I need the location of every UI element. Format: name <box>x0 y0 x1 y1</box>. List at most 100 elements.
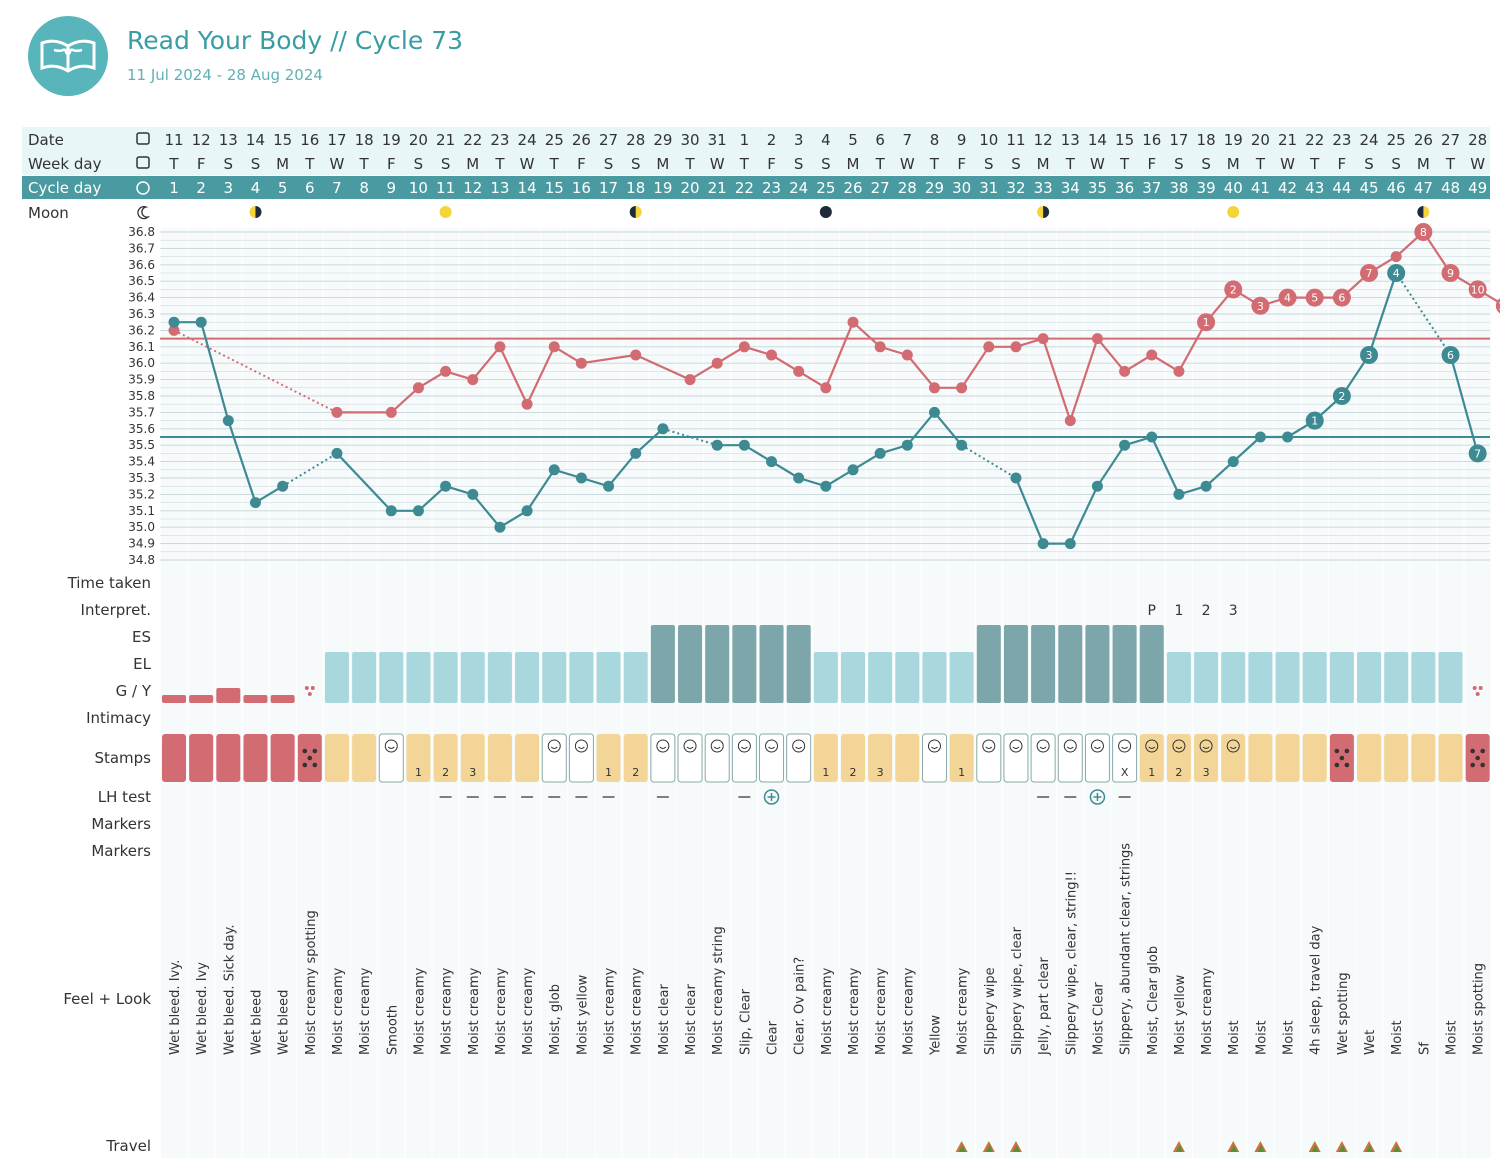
pink-point <box>440 365 452 377</box>
feel-look-note: Wet bleed <box>249 990 264 1055</box>
teal-point <box>1441 346 1460 364</box>
teal-point <box>222 415 234 427</box>
el-bar <box>813 652 838 703</box>
pink-series-line <box>852 321 881 348</box>
cycle-day-cell: 21 <box>708 179 727 197</box>
weekday-cell: S <box>1011 155 1021 173</box>
feel-look-note: Moist creamy <box>521 967 536 1055</box>
cycle-day-cell: 14 <box>518 179 537 197</box>
feel-look-note: Moist creamy <box>440 967 455 1055</box>
y-tick-label: 35.8 <box>128 389 155 403</box>
teal-series-line <box>607 452 637 487</box>
teal-point <box>1227 456 1239 468</box>
cycle-day-cell: 1 <box>169 179 179 197</box>
stamp <box>786 733 812 783</box>
stamp <box>541 733 567 783</box>
pink-series-line <box>635 353 691 381</box>
teal-point <box>385 505 397 517</box>
teal-point <box>168 316 180 328</box>
cycle-day-cell: 32 <box>1006 179 1025 197</box>
cycle-day-cell: 4 <box>251 179 261 197</box>
weekday-cell: W <box>900 155 915 173</box>
feel-look-note: Moist <box>1254 1020 1269 1055</box>
pink-series-line <box>390 386 420 414</box>
stamp-label: 1 <box>605 766 612 779</box>
app-logo-icon <box>28 16 108 96</box>
el-bar <box>487 652 512 703</box>
stamp <box>1057 733 1083 783</box>
cycle-day-cell: 3 <box>224 179 234 197</box>
weekday-cell: S <box>794 155 804 173</box>
moon-last-quarter-icon <box>629 206 642 218</box>
y-tick-label: 36.6 <box>128 258 155 272</box>
weekday-cell: S <box>224 155 234 173</box>
teal-series-line <box>282 452 338 488</box>
feel-look-note: Moist clear <box>657 983 672 1055</box>
date-cell: 19 <box>382 131 401 149</box>
es-bar <box>1112 625 1137 703</box>
weekday-cell: F <box>387 155 396 173</box>
weekday-cell: M <box>1227 155 1240 173</box>
stamp <box>1411 734 1436 782</box>
stamp <box>270 734 295 782</box>
y-tick-label: 36.0 <box>128 356 155 370</box>
teal-point <box>575 472 587 484</box>
weekday-cell: S <box>984 155 994 173</box>
moon-new-icon <box>819 206 832 218</box>
stamp-label: 3 <box>877 766 884 779</box>
weekday-cell: T <box>929 155 940 173</box>
y-tick-label: 35.7 <box>128 405 155 419</box>
feel-look-note: Slippery, abundant clear, strings <box>1119 843 1134 1055</box>
teal-point <box>901 439 913 451</box>
feel-look-note: Moist, Clear glob <box>1146 946 1161 1055</box>
travel-icon <box>1363 1141 1376 1152</box>
teal-point <box>657 423 669 435</box>
feel-look-note: Sf <box>1417 1042 1432 1055</box>
pink-point <box>575 357 587 369</box>
es-bar <box>1058 625 1083 703</box>
stamp-label: 2 <box>1175 766 1182 779</box>
teal-point <box>494 521 506 533</box>
teal-point <box>847 464 859 476</box>
y-tick-label: 36.8 <box>128 225 155 239</box>
el-bar <box>542 652 567 703</box>
el-bar <box>569 652 594 703</box>
date-cell: 24 <box>1359 131 1378 149</box>
teal-point <box>467 488 479 500</box>
y-tick-label: 35.6 <box>128 422 155 436</box>
es-bar <box>650 625 675 703</box>
weekday-cell: W <box>1280 155 1295 173</box>
el-bar <box>515 652 540 703</box>
stamp <box>895 734 920 782</box>
el-bar <box>1275 652 1300 703</box>
pink-point <box>1010 341 1022 353</box>
cycle-day-cell: 45 <box>1359 179 1378 197</box>
stamp-label: 3 <box>469 766 476 779</box>
stamp <box>704 733 730 783</box>
stamp <box>1384 734 1409 782</box>
feel-look-note: Smooth <box>385 1005 400 1055</box>
feel-look-note: Moist <box>1445 1020 1460 1055</box>
teal-point <box>1091 480 1103 492</box>
feel-look-note: Wet bleed <box>277 990 292 1055</box>
teal-point <box>1332 387 1351 405</box>
pink-point <box>956 382 968 394</box>
baby-face-icon <box>547 739 561 753</box>
feel-look-note: Wet spotting <box>1336 972 1351 1055</box>
baby-face-icon <box>710 739 724 753</box>
feel-look-note: Moist spotting <box>1472 963 1487 1055</box>
feel-look-note: Wet <box>1363 1030 1378 1055</box>
date-cell: 12 <box>192 131 211 149</box>
weekday-cell: M <box>1037 155 1050 173</box>
feel-look-note: Yellow <box>928 1015 943 1056</box>
teal-point-label: 6 <box>1447 349 1454 362</box>
row-label-feel: Feel + Look <box>63 990 151 1008</box>
row-label-moon: Moon <box>28 204 69 222</box>
weekday-cell: F <box>577 155 586 173</box>
feel-look-note: Moist creamy <box>847 967 862 1055</box>
stamp-label: 2 <box>632 766 639 779</box>
cycle-day-cell: 29 <box>925 179 944 197</box>
es-bar <box>705 625 730 703</box>
weekday-cell: M <box>466 155 479 173</box>
cycle-day-cell: 33 <box>1034 179 1053 197</box>
